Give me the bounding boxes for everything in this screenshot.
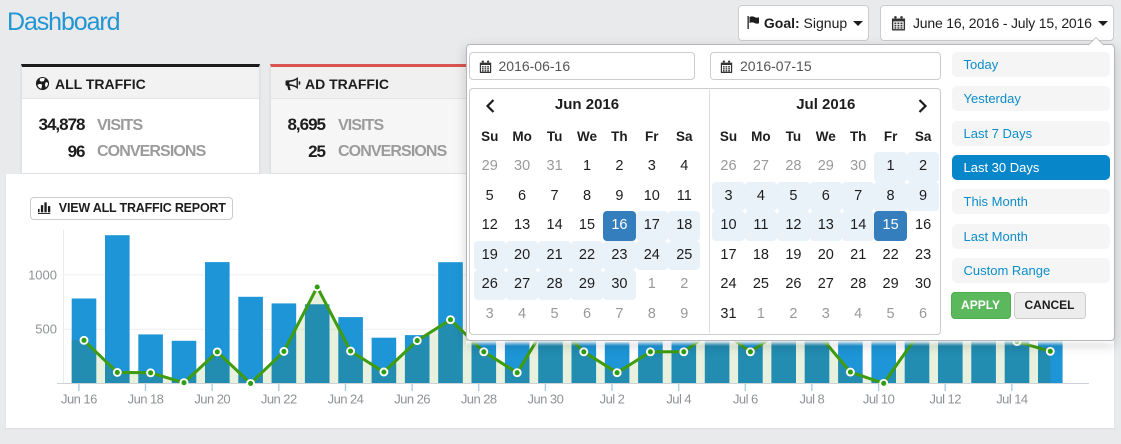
svg-text:1000: 1000 bbox=[28, 267, 57, 282]
svg-text:Jul 8: Jul 8 bbox=[800, 392, 825, 407]
svg-text:Jul 6: Jul 6 bbox=[733, 392, 758, 407]
svg-text:Jul 4: Jul 4 bbox=[666, 392, 691, 407]
svg-text:Jun 30: Jun 30 bbox=[528, 392, 564, 407]
svg-text:Jul 2: Jul 2 bbox=[600, 392, 625, 407]
svg-text:Jul 12: Jul 12 bbox=[930, 392, 962, 407]
svg-text:Jul 14: Jul 14 bbox=[996, 392, 1028, 407]
svg-text:Jun 22: Jun 22 bbox=[261, 392, 297, 407]
svg-text:Jun 28: Jun 28 bbox=[461, 392, 497, 407]
svg-text:Jul 10: Jul 10 bbox=[863, 392, 895, 407]
svg-text:Jun 26: Jun 26 bbox=[394, 392, 430, 407]
svg-text:500: 500 bbox=[35, 322, 57, 337]
svg-text:Jun 16: Jun 16 bbox=[61, 392, 97, 407]
svg-text:Jun 18: Jun 18 bbox=[128, 392, 164, 407]
svg-text:Jun 20: Jun 20 bbox=[194, 392, 230, 407]
svg-text:Jun 24: Jun 24 bbox=[328, 392, 364, 407]
